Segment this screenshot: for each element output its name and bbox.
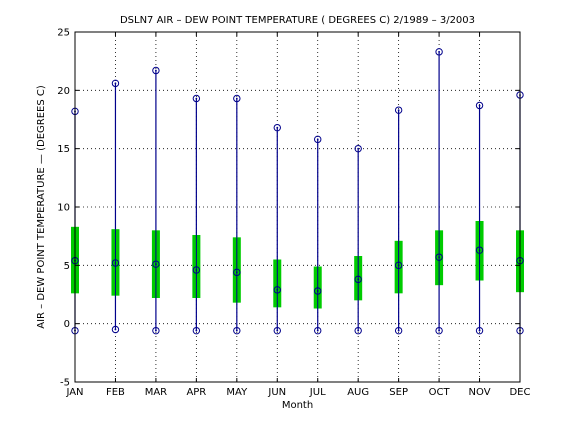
max-marker-dot	[397, 109, 400, 112]
box-oct	[435, 48, 444, 335]
box-sep	[394, 106, 403, 335]
max-marker	[111, 79, 120, 88]
median-marker-dot	[316, 290, 319, 292]
plot-marks	[71, 48, 524, 335]
x-tick-label: MAY	[226, 387, 248, 398]
median-marker-dot	[155, 263, 157, 266]
max-marker-dot	[155, 69, 157, 72]
min-marker	[314, 326, 322, 335]
box-apr	[192, 94, 201, 335]
median-marker	[354, 275, 362, 284]
min-marker	[354, 326, 362, 335]
chart-title: DSLN7 AIR – DEW POINT TEMPERATURE ( DEGR…	[120, 15, 475, 26]
y-tick-label: 10	[57, 203, 70, 214]
max-marker-dot	[438, 50, 440, 53]
min-marker-dot	[195, 329, 198, 332]
x-tick-label: APR	[186, 387, 206, 398]
x-tick-label: JAN	[65, 387, 83, 398]
x-tick-label: NOV	[469, 387, 491, 398]
median-marker	[394, 261, 403, 270]
median-marker-dot	[357, 278, 360, 281]
x-tick-label: JUL	[309, 387, 326, 398]
min-marker	[152, 326, 160, 335]
y-tick-label: 25	[57, 28, 70, 39]
median-marker-dot	[478, 249, 481, 252]
min-marker-dot	[438, 329, 440, 332]
max-marker-dot	[114, 82, 117, 85]
max-marker	[192, 94, 201, 103]
max-marker-dot	[195, 97, 198, 100]
max-marker	[273, 123, 281, 132]
min-marker-dot	[276, 329, 279, 332]
min-marker-dot	[235, 329, 238, 332]
x-axis-label: Month	[282, 400, 313, 411]
y-tick-label: 20	[57, 86, 70, 97]
min-marker	[233, 326, 241, 335]
min-marker-dot	[155, 329, 157, 332]
min-marker	[111, 325, 120, 334]
median-marker	[192, 266, 201, 274]
min-marker	[192, 326, 201, 335]
median-marker-dot	[114, 262, 117, 264]
min-marker	[273, 326, 281, 335]
max-marker-dot	[478, 104, 481, 107]
median-marker-dot	[195, 269, 198, 271]
median-marker	[233, 268, 241, 277]
min-marker	[394, 326, 403, 335]
x-tick-label: OCT	[429, 387, 451, 398]
y-tick-label: -5	[60, 378, 70, 389]
y-tick-label: 5	[64, 261, 70, 272]
x-tick-label: SEP	[389, 387, 408, 398]
min-marker-dot	[397, 329, 400, 332]
min-marker-dot	[316, 329, 319, 332]
x-tick-label: DEC	[509, 387, 530, 398]
x-tick-label: FEB	[106, 387, 125, 398]
min-marker-dot	[114, 328, 117, 331]
max-marker-dot	[276, 126, 279, 129]
axes-box	[74, 31, 521, 383]
axis-ticks: -5 0 5 10 15 20 25 JAN FEB MAR APR MAY JUN JUL AUG SEP O…	[57, 28, 530, 399]
min-marker-dot	[357, 329, 360, 332]
max-marker	[152, 66, 160, 75]
max-marker	[354, 144, 362, 153]
box-jun	[273, 123, 282, 335]
max-marker-dot	[235, 97, 238, 100]
y-tick-label: 15	[57, 144, 70, 155]
median-marker	[475, 246, 484, 254]
box-aug	[354, 144, 363, 335]
max-marker	[233, 94, 241, 103]
x-tick-label: AUG	[347, 387, 369, 398]
x-tick-label: MAR	[145, 387, 167, 398]
max-marker	[314, 135, 322, 144]
min-marker-dot	[478, 329, 481, 332]
y-axis-label: AIR – DEW POINT TEMPERATURE — (DEGREES C…	[36, 85, 47, 329]
median-marker	[435, 253, 443, 261]
box-jul	[313, 135, 322, 335]
y-tick-label: 0	[64, 319, 70, 330]
grid-lines	[74, 31, 521, 383]
box-feb	[111, 79, 120, 334]
x-tick-label: JUN	[267, 387, 286, 398]
median-marker	[314, 287, 322, 295]
median-marker-dot	[397, 264, 400, 267]
min-marker	[475, 326, 484, 335]
max-marker	[394, 106, 403, 114]
max-marker	[475, 101, 484, 110]
median-marker	[111, 259, 120, 267]
max-marker	[435, 48, 443, 56]
median-marker	[273, 286, 281, 294]
median-marker-dot	[276, 288, 279, 291]
min-marker	[435, 326, 443, 335]
box-mar	[151, 66, 160, 335]
median-marker-dot	[235, 271, 238, 274]
box-nov	[475, 101, 484, 335]
max-marker-dot	[316, 138, 319, 141]
median-marker-dot	[438, 256, 440, 259]
box-may	[232, 94, 241, 335]
median-marker	[152, 260, 160, 268]
max-marker-dot	[357, 147, 360, 150]
